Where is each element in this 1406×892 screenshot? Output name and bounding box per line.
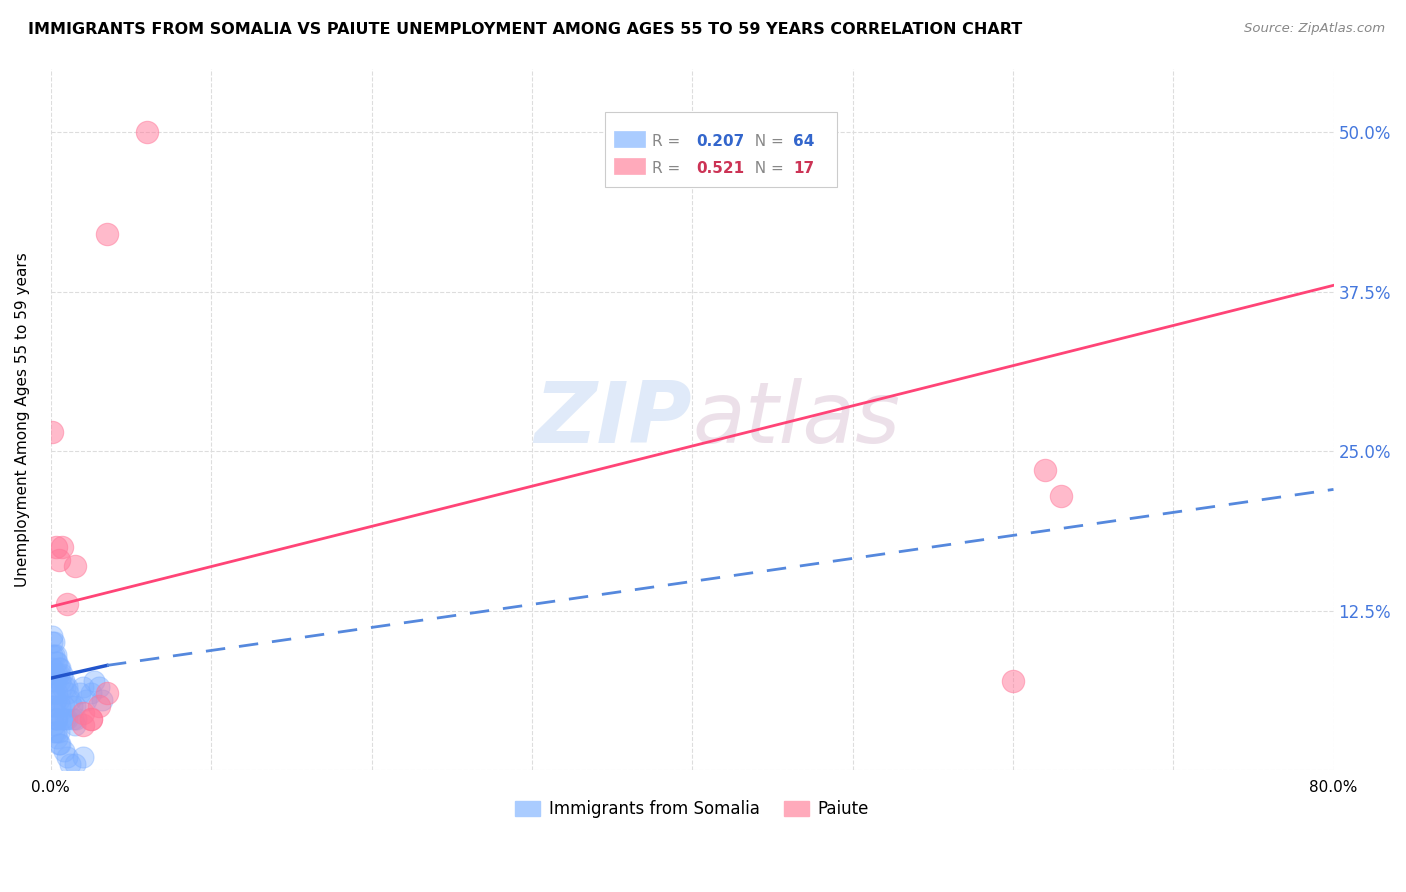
Point <box>41 635 63 649</box>
Text: Source: ZipAtlas.com: Source: ZipAtlas.com <box>1244 22 1385 36</box>
Point <box>49 673 72 688</box>
Point <box>75 693 97 707</box>
Point <box>46 731 69 745</box>
Point <box>46 686 69 700</box>
Point <box>59 756 82 771</box>
Point <box>80 712 103 726</box>
Point <box>1001 673 1024 688</box>
Point <box>42 724 65 739</box>
Point <box>41 661 63 675</box>
Point <box>96 227 118 242</box>
Point <box>42 648 65 663</box>
Point <box>45 712 67 726</box>
Point <box>48 667 70 681</box>
Point <box>51 712 73 726</box>
Point <box>51 667 73 681</box>
Point <box>1033 463 1056 477</box>
Point <box>45 673 67 688</box>
Point <box>41 686 63 700</box>
Point <box>87 699 110 714</box>
Point <box>53 712 76 726</box>
Text: R =: R = <box>652 161 686 176</box>
Point <box>49 661 72 675</box>
Point <box>69 686 91 700</box>
Point <box>63 756 86 771</box>
Point <box>80 686 103 700</box>
Point <box>52 699 75 714</box>
Text: ZIP: ZIP <box>534 377 692 461</box>
Point <box>45 712 67 726</box>
Point <box>60 699 83 714</box>
Point <box>72 706 94 720</box>
Point <box>51 680 73 694</box>
Point <box>1050 489 1073 503</box>
Point <box>80 712 103 726</box>
Point <box>83 673 105 688</box>
Point <box>42 667 65 681</box>
Point <box>42 635 65 649</box>
Point <box>48 552 70 566</box>
Point <box>63 718 86 732</box>
Point <box>41 648 63 663</box>
Point <box>42 699 65 714</box>
Point <box>46 712 69 726</box>
Point <box>72 680 94 694</box>
Point <box>52 673 75 688</box>
Point <box>45 648 67 663</box>
Point <box>56 680 79 694</box>
Point <box>56 712 79 726</box>
Point <box>41 699 63 714</box>
Y-axis label: Unemployment Among Ages 55 to 59 years: Unemployment Among Ages 55 to 59 years <box>15 252 30 587</box>
Point <box>56 750 79 764</box>
Point <box>52 744 75 758</box>
Point <box>51 540 73 554</box>
Text: IMMIGRANTS FROM SOMALIA VS PAIUTE UNEMPLOYMENT AMONG AGES 55 TO 59 YEARS CORRELA: IMMIGRANTS FROM SOMALIA VS PAIUTE UNEMPL… <box>28 22 1022 37</box>
Point <box>136 125 159 139</box>
Text: 64: 64 <box>793 134 814 149</box>
Point <box>48 661 70 675</box>
Point <box>45 693 67 707</box>
Text: R =: R = <box>652 134 686 149</box>
Point <box>48 738 70 752</box>
Point <box>72 750 94 764</box>
Point <box>65 712 87 726</box>
Point <box>62 712 84 726</box>
Point <box>45 655 67 669</box>
Point <box>56 597 79 611</box>
Point <box>48 693 70 707</box>
Point <box>87 680 110 694</box>
Point <box>45 540 67 554</box>
Text: N =: N = <box>745 161 789 176</box>
Point <box>59 693 82 707</box>
Point <box>96 686 118 700</box>
Point <box>42 706 65 720</box>
Point <box>46 667 69 681</box>
Point <box>49 699 72 714</box>
Text: 17: 17 <box>793 161 814 176</box>
Point <box>41 673 63 688</box>
Point <box>48 724 70 739</box>
Point <box>41 425 63 439</box>
Point <box>41 629 63 643</box>
Point <box>45 724 67 739</box>
Point <box>42 686 65 700</box>
Point <box>42 718 65 732</box>
Point <box>63 699 86 714</box>
Text: 0.521: 0.521 <box>696 161 744 176</box>
Point <box>72 718 94 732</box>
Text: N =: N = <box>745 134 789 149</box>
Text: atlas: atlas <box>692 377 900 461</box>
Legend: Immigrants from Somalia, Paiute: Immigrants from Somalia, Paiute <box>509 794 876 825</box>
Point <box>49 738 72 752</box>
Point <box>91 693 114 707</box>
Text: 0.207: 0.207 <box>696 134 744 149</box>
Point <box>58 686 80 700</box>
Point <box>63 558 86 573</box>
Point <box>46 655 69 669</box>
Point <box>53 680 76 694</box>
